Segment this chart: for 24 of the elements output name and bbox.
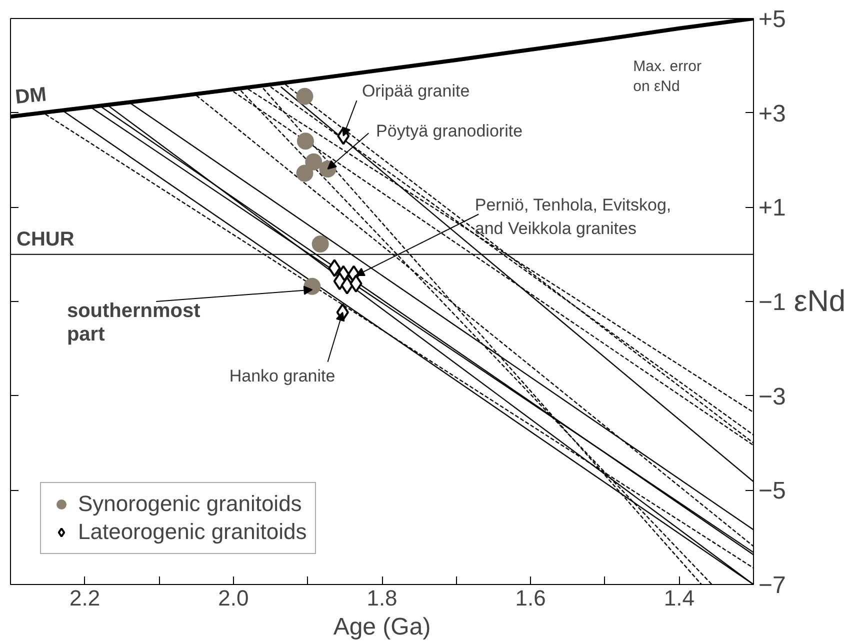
x-tick-label: 2.2 <box>70 586 100 610</box>
legend-label: Synorogenic granitoids <box>78 491 302 517</box>
x-tick-label: 2.0 <box>218 586 249 610</box>
y-tick-label: +3 <box>758 100 786 128</box>
y-tick-label: −5 <box>758 478 786 505</box>
y-tick-label: −1 <box>758 289 786 316</box>
x-tick-label: 1.6 <box>515 586 546 610</box>
y-axis-title: εNd <box>794 285 846 318</box>
annotation: Pöytyä granodiorite <box>376 121 523 140</box>
annotation: Max. error on εNd <box>633 58 702 95</box>
text: DM <box>14 84 48 109</box>
annotation: Oripää granite <box>362 82 470 101</box>
y-tick-label: +5 <box>758 6 786 33</box>
y-tick-label: −3 <box>758 383 786 410</box>
x-tick-label: 1.8 <box>366 586 398 610</box>
legend-label: Lateorogenic granitoids <box>78 519 307 545</box>
annotation: Perniö, Tenhola, Evitskog, and Veikkola granites <box>474 195 672 238</box>
annotation: southernmost part <box>66 300 201 346</box>
ref-line-label: CHUR <box>16 228 75 250</box>
y-tick-label: +1 <box>758 194 786 222</box>
x-tick-label: 1.4 <box>664 586 694 610</box>
y-tick-label: −7 <box>758 572 786 599</box>
annotation: Hanko granite <box>229 366 336 386</box>
x-axis-title: Age (Ga) <box>333 614 431 640</box>
